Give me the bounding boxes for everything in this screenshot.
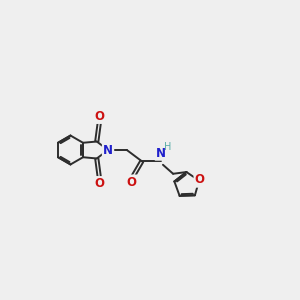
Text: O: O (94, 177, 104, 190)
Text: O: O (127, 176, 136, 189)
Text: O: O (195, 173, 205, 187)
Text: N: N (103, 143, 113, 157)
Text: N: N (156, 146, 166, 160)
Text: H: H (164, 142, 172, 152)
Text: O: O (94, 110, 104, 123)
